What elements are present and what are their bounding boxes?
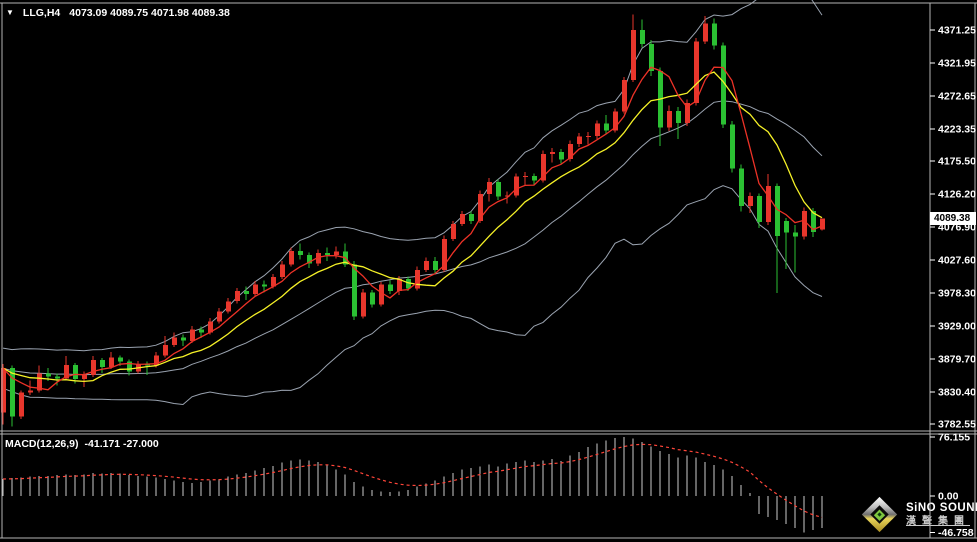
candlesticks <box>1 14 825 427</box>
macd-indicator-name: MACD(12,26,9) <box>5 438 79 450</box>
bollinger-lower-band <box>2 185 823 406</box>
price-tick-label: 4175.50 <box>938 155 976 167</box>
price-tick-label: 3782.55 <box>938 419 976 431</box>
bollinger-bands <box>2 0 823 406</box>
price-tick-label: 3978.30 <box>938 288 976 300</box>
sino-sound-logo: SiNO SOUND 漢聲集團 <box>861 496 977 533</box>
moving-averages <box>2 66 823 391</box>
price-tick-label: 4321.95 <box>938 57 976 69</box>
logo-title: SiNO SOUND <box>906 501 977 514</box>
logo-subtitle: 漢聲集團 <box>906 515 970 527</box>
price-tick-label: 4126.20 <box>938 188 976 200</box>
macd-indicator-values: -41.171 -27.000 <box>84 438 159 450</box>
symbol-label: LLG,H4 <box>22 7 61 19</box>
price-tick-label: 3830.40 <box>938 387 976 399</box>
price-tick-label: 4371.25 <box>938 24 976 36</box>
ma-slow-line <box>2 71 823 383</box>
macd-tick-label: 0.00 <box>938 491 959 503</box>
ma-fast-line <box>2 66 823 391</box>
macd-tick-label: -46.758 <box>938 527 974 539</box>
price-axis: 4371.25 4321.95 4272.65 4223.35 4175.50 4126.… <box>930 24 976 539</box>
price-tick-label: 3879.70 <box>938 354 976 366</box>
price-tick-label: 3929.00 <box>938 321 976 333</box>
macd-indicator-label: MACD(12,26,9) -41.171 -27.000 <box>5 438 159 450</box>
macd-tick-label: 76.155 <box>938 432 970 444</box>
symbol-dropdown-icon[interactable]: ▼ <box>6 8 14 17</box>
macd-signal-line <box>2 443 823 518</box>
symbol-ohlc-values: 4073.09 4089.75 4071.98 4089.38 <box>69 7 230 19</box>
price-tick-label: 4223.35 <box>938 123 976 135</box>
bollinger-middle-band <box>2 100 823 376</box>
macd-histogram <box>2 437 823 533</box>
symbol-header: ▼ LLG,H4 4073.09 4089.75 4071.98 4089.38 <box>6 7 230 19</box>
current-price-tag: 4089.38 <box>930 212 976 225</box>
price-tick-label: 4027.60 <box>938 255 976 267</box>
bollinger-upper-band <box>2 0 823 352</box>
price-tick-label: 4272.65 <box>938 90 976 102</box>
